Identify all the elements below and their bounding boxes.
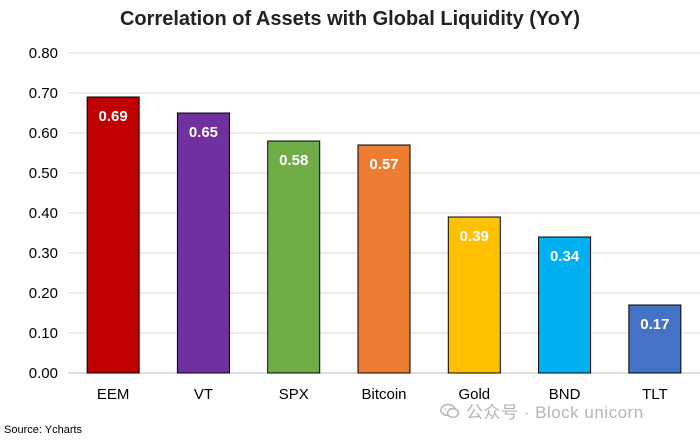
x-tick-label: EEM <box>97 386 130 403</box>
bar-gold <box>447 216 501 374</box>
bar-eem <box>86 96 140 374</box>
bar-vt <box>176 112 230 374</box>
x-tick-label: Gold <box>458 386 490 403</box>
data-label: 0.65 <box>189 124 218 141</box>
x-tick-label: SPX <box>279 386 309 403</box>
data-label: 0.69 <box>99 108 128 125</box>
y-tick-label: 0.60 <box>29 125 58 142</box>
y-tick-label: 0.00 <box>29 365 58 382</box>
bars <box>86 96 682 374</box>
data-label: 0.57 <box>369 156 398 173</box>
y-tick-label: 0.20 <box>29 285 58 302</box>
x-axis: EEM VT SPX Bitcoin Gold BND TLT <box>97 386 668 403</box>
watermark: 公众号 · Block unicorn <box>440 398 644 423</box>
y-axis: 0.00 0.10 0.20 0.30 0.40 0.50 0.60 0.70 0.80 <box>29 45 58 382</box>
y-tick-label: 0.50 <box>29 165 58 182</box>
watermark-text: 公众号 · Block unicorn <box>466 403 644 422</box>
x-tick-label: TLT <box>642 386 668 403</box>
bar-bitcoin <box>357 144 411 374</box>
x-tick-label: BND <box>549 386 581 403</box>
chart-title: Correlation of Assets with Global Liquid… <box>119 8 581 30</box>
bar-bnd <box>538 236 592 374</box>
y-tick-label: 0.10 <box>29 325 58 342</box>
wechat-icon <box>440 403 460 418</box>
bar-tlt <box>628 304 682 374</box>
y-tick-label: 0.30 <box>29 245 58 262</box>
y-tick-label: 0.70 <box>29 85 58 102</box>
data-label: 0.39 <box>460 228 489 245</box>
x-tick-label: Bitcoin <box>361 386 406 403</box>
x-tick-label: VT <box>194 386 213 403</box>
y-tick-label: 0.80 <box>29 45 58 62</box>
y-tick-label: 0.40 <box>29 205 58 222</box>
data-label: 0.34 <box>550 248 580 265</box>
data-label: 0.17 <box>640 316 669 333</box>
source-note: Source: Ycharts <box>4 424 83 436</box>
data-label: 0.58 <box>279 152 308 169</box>
bar-spx <box>267 140 321 374</box>
data-labels: 0.69 0.65 0.58 0.57 0.39 0.34 0.17 <box>99 108 670 333</box>
